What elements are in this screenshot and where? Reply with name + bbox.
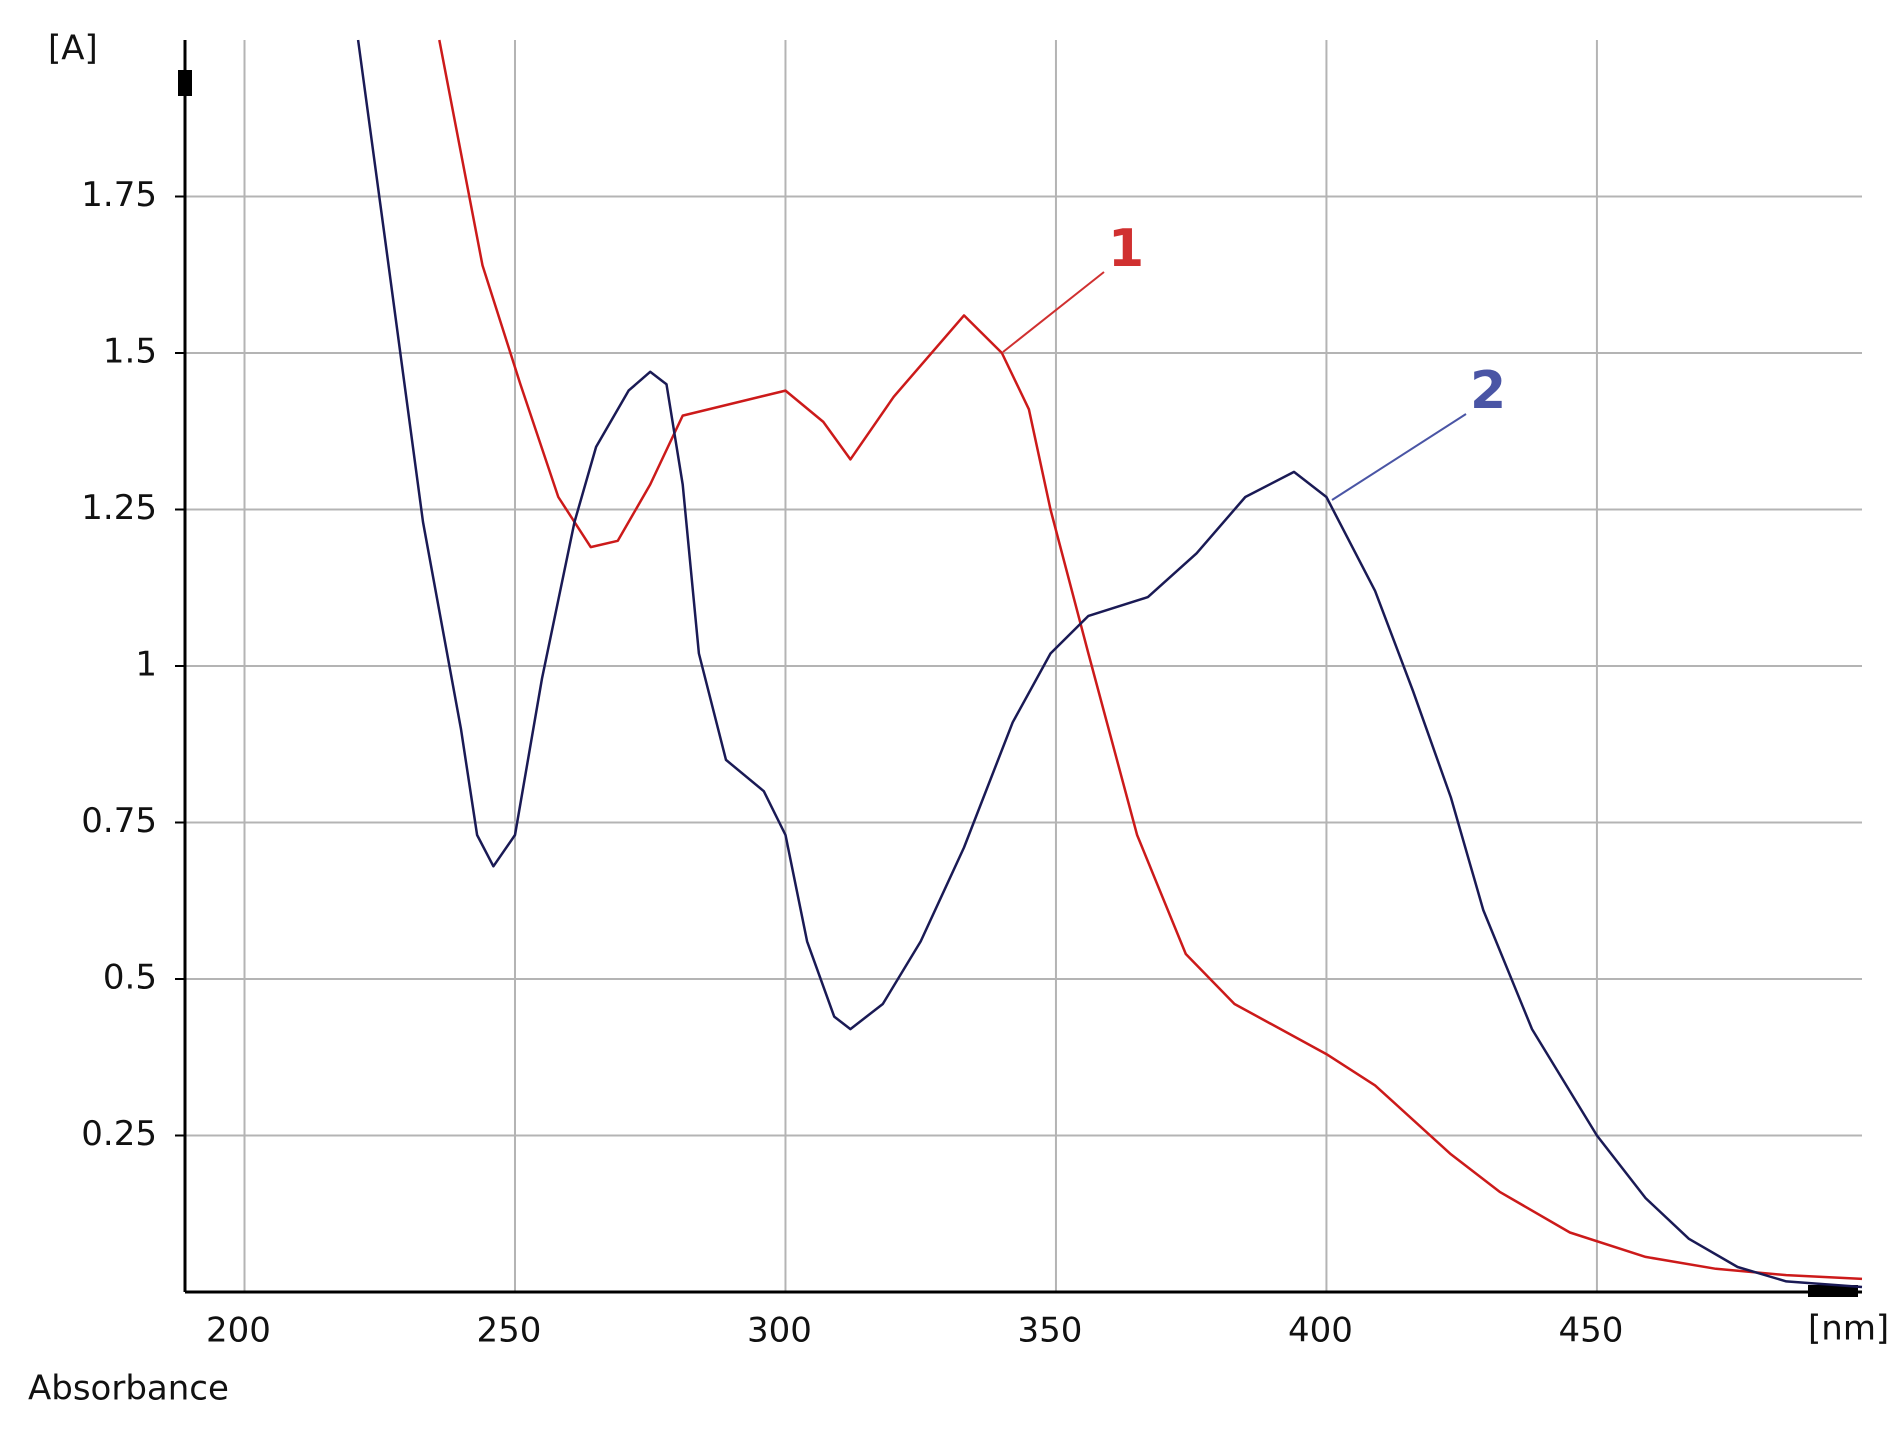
- x-tick-label: 400: [1288, 1311, 1353, 1351]
- caption: Absorbance: [28, 1369, 229, 1409]
- y-tick-label: 1.5: [103, 332, 157, 372]
- x-tick-label: 450: [1558, 1311, 1623, 1351]
- x-tick-label: 250: [477, 1311, 542, 1351]
- series-line: [438, 39, 1863, 1281]
- y-tick-label: 0.5: [103, 958, 157, 998]
- y-tick-label: 1.75: [81, 175, 157, 215]
- x-tick-label: 200: [206, 1311, 271, 1351]
- label-leader: [1002, 271, 1105, 353]
- y-tick-label: 1: [135, 645, 157, 685]
- x-axis-label: [nm]: [1808, 1309, 1889, 1349]
- y-axis-label: [A]: [48, 29, 98, 69]
- label-leader: [1331, 413, 1467, 501]
- y-tick-label: 0.75: [81, 801, 157, 841]
- series-label: 2: [1470, 361, 1506, 421]
- axis-handle: [1808, 1285, 1858, 1297]
- series-line: [356, 39, 1863, 1289]
- x-tick-label: 300: [747, 1311, 812, 1351]
- series-label: 1: [1108, 219, 1144, 279]
- x-tick-label: 350: [1018, 1311, 1083, 1351]
- axis-handle: [178, 70, 192, 96]
- y-tick-label: 1.25: [81, 488, 157, 528]
- y-tick-label: 0.25: [81, 1114, 157, 1154]
